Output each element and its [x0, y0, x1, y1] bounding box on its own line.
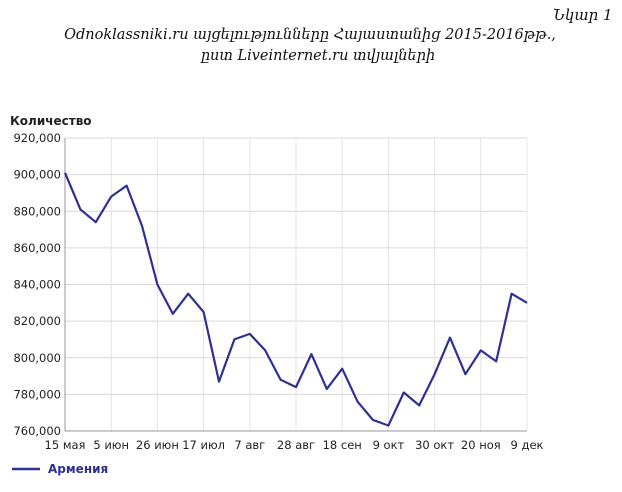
x-tick-label: 9 окт	[373, 438, 405, 452]
legend: Армения	[12, 462, 108, 476]
y-tick-label: 800,000	[13, 351, 61, 365]
x-tick-label: 26 июн	[136, 438, 179, 452]
x-tick-label: 17 июл	[182, 438, 225, 452]
y-tick-label: 840,000	[13, 278, 61, 292]
y-axis-label: Количество	[10, 114, 92, 128]
y-tick-label: 780,000	[13, 387, 61, 401]
y-tick-label: 860,000	[13, 241, 61, 255]
y-tick-labels: 760,000 780,000 800,000 820,000 840,000 860,0…	[13, 131, 61, 438]
y-tick-label: 900,000	[13, 168, 61, 182]
y-tick-label: 880,000	[13, 204, 61, 218]
figure-caption-line-2: ըստ Liveinternet.ru տվյալների	[200, 48, 436, 64]
x-tick-label: 9 дек	[511, 438, 544, 452]
figure-caption-line-1: Odnoklassniki.ru այցելությունները Հայաստ…	[64, 27, 556, 43]
x-tick-labels: 15 мая 5 июн 26 июн 17 июл 7 авг 28 авг 18 сен…	[45, 438, 544, 452]
y-tick-label: 760,000	[13, 424, 61, 438]
series-line-armenia	[63, 172, 528, 427]
x-tick-label: 15 мая	[45, 438, 86, 452]
figure-number: Նկար 1	[553, 6, 613, 24]
x-tick-label: 5 июн	[93, 438, 129, 452]
y-tick-label: 820,000	[13, 314, 61, 328]
x-tick-label: 18 сен	[323, 438, 362, 452]
x-tick-label: 28 авг	[277, 438, 315, 452]
series-lines	[63, 172, 528, 427]
grid-lines	[64, 137, 528, 432]
x-tick-label: 20 ноя	[461, 438, 501, 452]
x-tick-label: 30 окт	[415, 438, 454, 452]
legend-label-armenia: Армения	[48, 462, 108, 476]
x-tick-label: 7 авг	[234, 438, 265, 452]
y-tick-label: 920,000	[13, 131, 61, 145]
